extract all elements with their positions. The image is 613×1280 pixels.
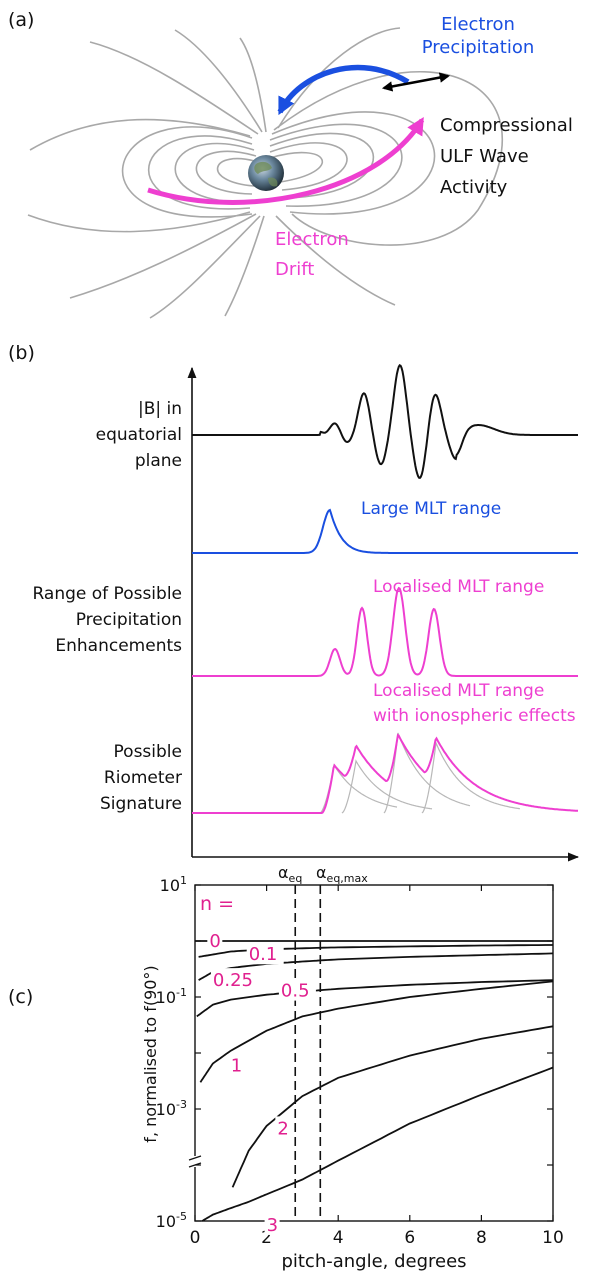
x-tick-label: 6	[404, 1228, 415, 1248]
drift-arrow	[147, 117, 425, 205]
ionospheric-label-line1: Localised MLT range	[373, 681, 544, 701]
x-tick-labels: 0 2 4 6 8 10	[190, 1228, 564, 1248]
curve-n-1	[199, 980, 554, 1083]
y-tick-label: 101	[160, 874, 187, 895]
drift-label-line2: Drift	[275, 259, 314, 280]
y-tick-label: 10-5	[156, 1210, 187, 1231]
precipitation-arrow	[277, 64, 410, 116]
curve-label: 1	[231, 1055, 242, 1076]
y-tick-label: 10-1	[156, 986, 187, 1007]
curve-label-bg	[210, 968, 259, 991]
panel-c: (c) 0 2 4 6 8 10 101 10-1 10-3 10-5 0 0.1 0.25 0.5 1…	[8, 863, 564, 1272]
curve-labels: 0 0.1 0.25 0.5 1 2 3	[207, 929, 316, 1236]
precipitation-label-line2: Precipitation	[422, 37, 535, 58]
curve-label-bg	[264, 1212, 280, 1235]
x-tick-label: 8	[476, 1228, 487, 1248]
alpha-lines	[294, 885, 322, 1221]
curve-label-bg	[278, 978, 316, 1001]
panel-a-label: (a)	[8, 9, 34, 31]
ionospheric-component-traces	[319, 732, 521, 814]
precipitation-label-line1: Electron	[441, 14, 515, 35]
curve-label-bg	[228, 1053, 244, 1076]
range-label-line1: Range of Possible	[32, 584, 182, 604]
curve-n-0.1	[198, 944, 553, 958]
large-mlt-label: Large MLT range	[361, 499, 501, 519]
drift-label-line1: Electron	[275, 229, 349, 250]
riometer-label-line1: Possible	[114, 742, 182, 762]
range-label-line3: Enhancements	[55, 636, 182, 656]
riometer-label-line3: Signature	[100, 794, 182, 814]
panel-c-label: (c)	[8, 986, 33, 1008]
ulf-double-arrow	[381, 72, 451, 92]
curves	[195, 940, 554, 1222]
panel-b-label: (b)	[8, 342, 35, 364]
panel-b: (b) |B| in equatorial plane Large MLT ra…	[8, 342, 580, 862]
b-field-label-line2: equatorial	[96, 425, 182, 445]
n-equals-label: n =	[200, 893, 234, 915]
x-axis-label: pitch-angle, degrees	[281, 1251, 466, 1272]
curve-label-bg	[275, 1116, 291, 1139]
earth-icon	[248, 155, 284, 191]
ulf-label-line3: Activity	[440, 177, 508, 198]
curve-n-3	[201, 1066, 554, 1222]
alpha-eq-label: αeq	[278, 863, 302, 885]
ionospheric-label-line2: with ionospheric effects	[373, 706, 576, 726]
localised-mlt-trace	[192, 586, 578, 677]
riometer-label-line2: Riometer	[104, 768, 182, 788]
curve-n-2	[231, 1025, 554, 1188]
x-tick-label: 2	[261, 1228, 272, 1248]
b-field-trace	[192, 364, 578, 480]
x-tick-label: 10	[542, 1228, 564, 1248]
ulf-label-line2: ULF Wave	[440, 146, 529, 167]
tick-marks	[194, 884, 554, 1222]
b-field-label-line1: |B| in	[138, 399, 182, 419]
alpha-eqmax-label: αeq,max	[316, 863, 368, 885]
curve-label-bg	[207, 929, 223, 951]
curve-label: 2	[277, 1118, 288, 1139]
curve-label-bg	[246, 942, 284, 965]
curve-label: 0.5	[281, 981, 310, 1002]
y-tick-label: 10-3	[156, 1098, 187, 1119]
plot-frame	[194, 884, 554, 1222]
localised-mlt-label: Localised MLT range	[373, 577, 544, 597]
y-axis-label: f, normalised to f(90°)	[141, 965, 160, 1142]
range-label-line2: Precipitation	[76, 610, 182, 630]
x-tick-label: 4	[333, 1228, 344, 1248]
curve-label: 0.1	[249, 944, 278, 965]
riometer-signature-trace	[192, 733, 578, 814]
y-tick-labels: 101 10-1 10-3 10-5	[156, 874, 187, 1231]
large-mlt-trace	[192, 508, 578, 554]
panel-a: (a)	[8, 9, 573, 319]
curve-label: 0.25	[213, 970, 253, 991]
ulf-label-line1: Compressional	[440, 115, 573, 136]
x-tick-label: 0	[190, 1228, 201, 1248]
curve-label: 3	[267, 1215, 278, 1236]
curve-label: 0	[209, 931, 220, 952]
b-field-label-line3: plane	[135, 451, 182, 471]
